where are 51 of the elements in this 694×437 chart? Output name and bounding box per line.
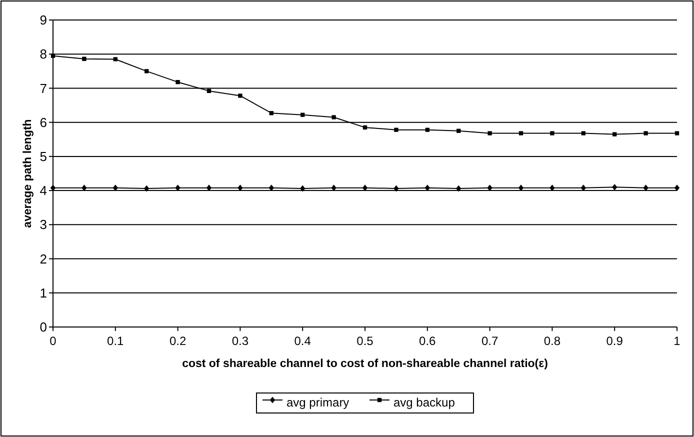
point [674, 131, 680, 136]
point [612, 184, 618, 190]
y-tick-label: 0 [40, 320, 47, 335]
point [612, 132, 617, 136]
point [362, 125, 368, 130]
y-tick-label: 2 [40, 251, 47, 266]
y-tick-label: 8 [40, 46, 47, 62]
point [550, 131, 554, 136]
point [269, 111, 274, 116]
x-tick-label: 0 [50, 334, 57, 348]
point [518, 131, 524, 136]
point [644, 131, 648, 136]
y-tick-label: 9 [40, 12, 47, 28]
x-tick-label: 0.1 [107, 334, 124, 348]
point [113, 57, 118, 62]
x-axis-title: cost of shareable channel to cost of non-shareable channel ratio(ε) [182, 358, 548, 370]
x-tick-label: 0.9 [606, 334, 624, 348]
point [394, 128, 398, 132]
point [674, 184, 680, 192]
y-tick-label: 3 [40, 217, 47, 232]
y-tick-label: 1 [40, 285, 47, 300]
y-tick-label: 6 [40, 114, 47, 130]
x-tick-label: 0.3 [232, 334, 249, 348]
point [300, 185, 306, 192]
x-tick-label: 0.6 [419, 334, 436, 348]
y-tick-label: 5 [40, 148, 47, 164]
y-tick-label: 4 [40, 183, 47, 198]
x-tick-label: 1 [674, 334, 681, 348]
point [488, 131, 492, 136]
x-tick-label: 0.5 [356, 334, 374, 348]
point [456, 128, 461, 133]
point [394, 185, 399, 192]
point [238, 94, 242, 98]
point [425, 128, 430, 132]
x-tick-label: 0.2 [169, 334, 186, 348]
legend-label: avg primary [286, 396, 350, 410]
y-axis-title: average path length [22, 119, 34, 228]
point [82, 56, 86, 61]
point [332, 115, 336, 120]
point [144, 69, 149, 74]
point [144, 185, 150, 192]
point [581, 131, 586, 136]
point [176, 80, 180, 84]
x-tick-label: 0.8 [544, 334, 561, 348]
x-tick-label: 0.7 [481, 334, 498, 348]
point [300, 112, 305, 117]
point [456, 185, 462, 192]
y-tick-label: 7 [40, 80, 47, 96]
point [206, 88, 212, 94]
legend-label: avg backup [394, 396, 456, 410]
x-tick-label: 0.4 [294, 334, 312, 348]
